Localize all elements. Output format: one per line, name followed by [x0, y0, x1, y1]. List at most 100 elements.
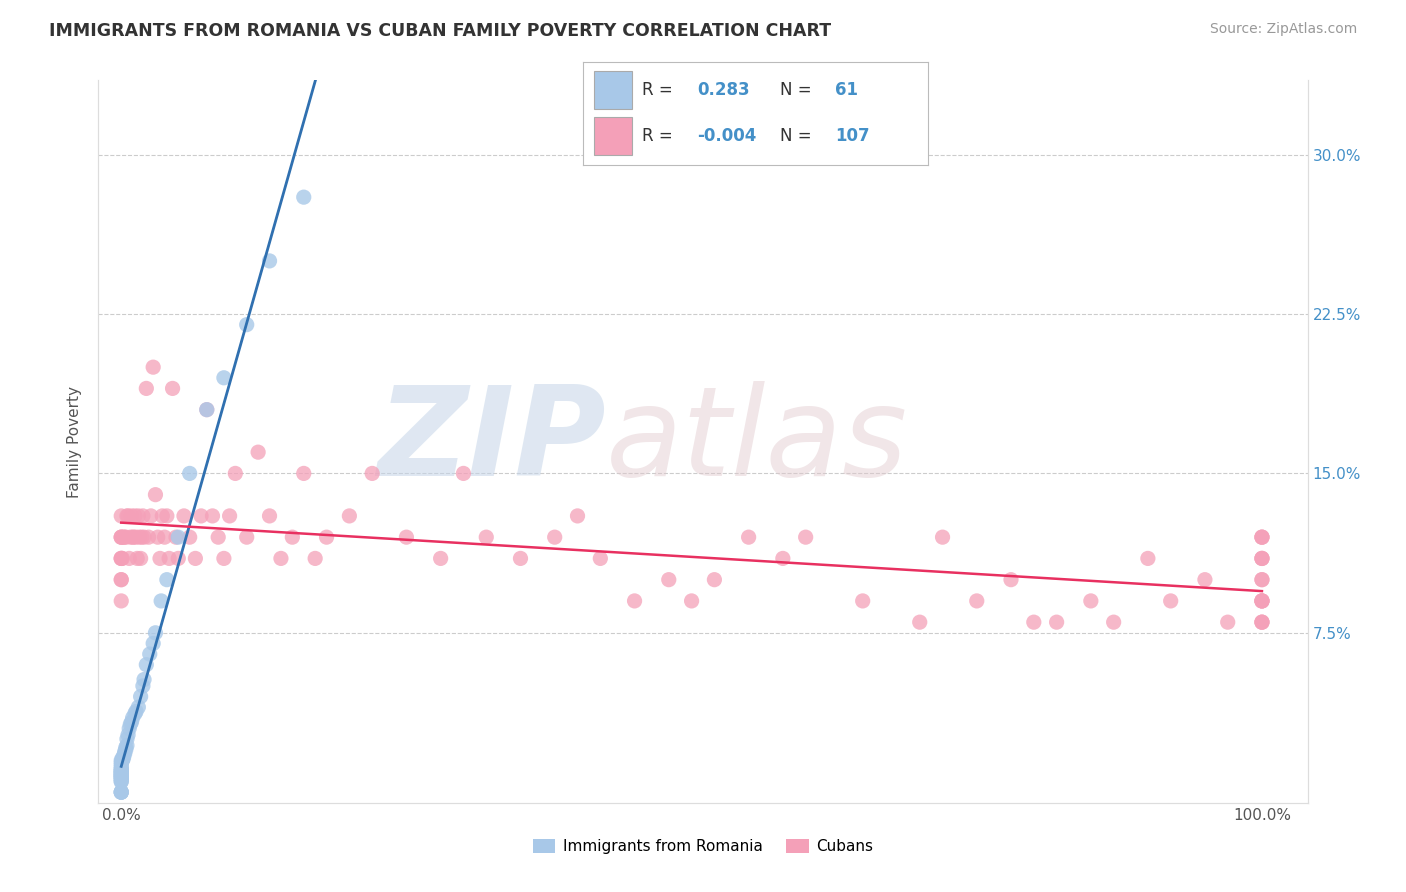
Point	[157, 551, 180, 566]
Point	[124, 508, 146, 523]
Point	[142, 636, 165, 650]
Point	[235, 530, 257, 544]
Point	[235, 318, 257, 332]
Point	[179, 467, 201, 481]
Point	[121, 711, 143, 725]
Point	[1251, 594, 1274, 608]
Text: 61: 61	[835, 80, 858, 99]
Bar	[593, 70, 631, 109]
Point	[110, 530, 132, 544]
Point	[129, 690, 152, 704]
Point	[110, 551, 132, 566]
Point	[150, 508, 173, 523]
Point	[1251, 615, 1274, 630]
Point	[110, 762, 132, 776]
Point	[110, 573, 132, 587]
Point	[110, 530, 132, 544]
Point	[337, 508, 360, 523]
Point	[110, 770, 132, 784]
Point	[190, 508, 212, 523]
Point	[1251, 551, 1274, 566]
Point	[292, 467, 315, 481]
Point	[110, 762, 132, 776]
Point	[173, 508, 195, 523]
Point	[121, 530, 143, 544]
Point	[112, 749, 135, 764]
Point	[110, 766, 132, 780]
Text: IMMIGRANTS FROM ROMANIA VS CUBAN FAMILY POVERTY CORRELATION CHART: IMMIGRANTS FROM ROMANIA VS CUBAN FAMILY …	[49, 22, 831, 40]
Point	[110, 764, 132, 778]
Point	[121, 508, 143, 523]
Point	[110, 770, 132, 784]
Point	[1080, 594, 1102, 608]
Point	[149, 551, 172, 566]
Point	[224, 467, 246, 481]
Point	[1251, 551, 1274, 566]
Point	[138, 530, 160, 544]
Point	[110, 756, 132, 770]
Point	[1022, 615, 1045, 630]
Point	[112, 530, 135, 544]
Point	[110, 766, 132, 780]
Point	[156, 508, 179, 523]
Point	[111, 753, 134, 767]
Point	[184, 551, 207, 566]
Point	[110, 770, 132, 784]
Point	[110, 764, 132, 778]
Point	[128, 530, 150, 544]
Point	[658, 573, 681, 587]
Point	[931, 530, 953, 544]
Point	[966, 594, 988, 608]
Point	[135, 657, 157, 672]
Point	[117, 728, 139, 742]
Point	[429, 551, 451, 566]
Point	[1046, 615, 1069, 630]
Point	[125, 530, 148, 544]
Point	[110, 551, 132, 566]
Point	[139, 647, 162, 661]
Point	[259, 508, 281, 523]
Point	[772, 551, 794, 566]
Point	[127, 508, 149, 523]
Point	[111, 751, 134, 765]
Point	[122, 530, 145, 544]
Point	[1136, 551, 1159, 566]
Point	[110, 551, 132, 566]
Point	[110, 594, 132, 608]
Point	[132, 679, 155, 693]
Point	[139, 508, 162, 523]
Point	[145, 625, 167, 640]
Point	[1251, 530, 1274, 544]
Text: -0.004: -0.004	[697, 127, 756, 145]
Point	[247, 445, 270, 459]
Point	[165, 530, 187, 544]
Point	[315, 530, 337, 544]
Point	[110, 760, 132, 774]
Point	[110, 774, 132, 789]
Point	[110, 774, 132, 789]
Point	[453, 467, 475, 481]
Point	[207, 530, 229, 544]
Text: N =: N =	[780, 127, 817, 145]
Point	[270, 551, 292, 566]
Point	[120, 717, 142, 731]
Point	[1251, 615, 1274, 630]
Point	[146, 530, 169, 544]
Point	[908, 615, 931, 630]
Text: ZIP: ZIP	[378, 381, 606, 502]
Point	[125, 705, 148, 719]
Point	[110, 757, 132, 772]
Point	[127, 700, 149, 714]
Point	[110, 530, 132, 544]
Point	[1251, 615, 1274, 630]
Text: R =: R =	[643, 127, 678, 145]
Point	[110, 772, 132, 787]
Point	[111, 753, 134, 767]
Point	[852, 594, 875, 608]
Point	[110, 785, 132, 799]
Y-axis label: Family Poverty: Family Poverty	[67, 385, 83, 498]
Point	[1102, 615, 1125, 630]
Point	[1251, 594, 1274, 608]
Point	[703, 573, 725, 587]
Text: Source: ZipAtlas.com: Source: ZipAtlas.com	[1209, 22, 1357, 37]
